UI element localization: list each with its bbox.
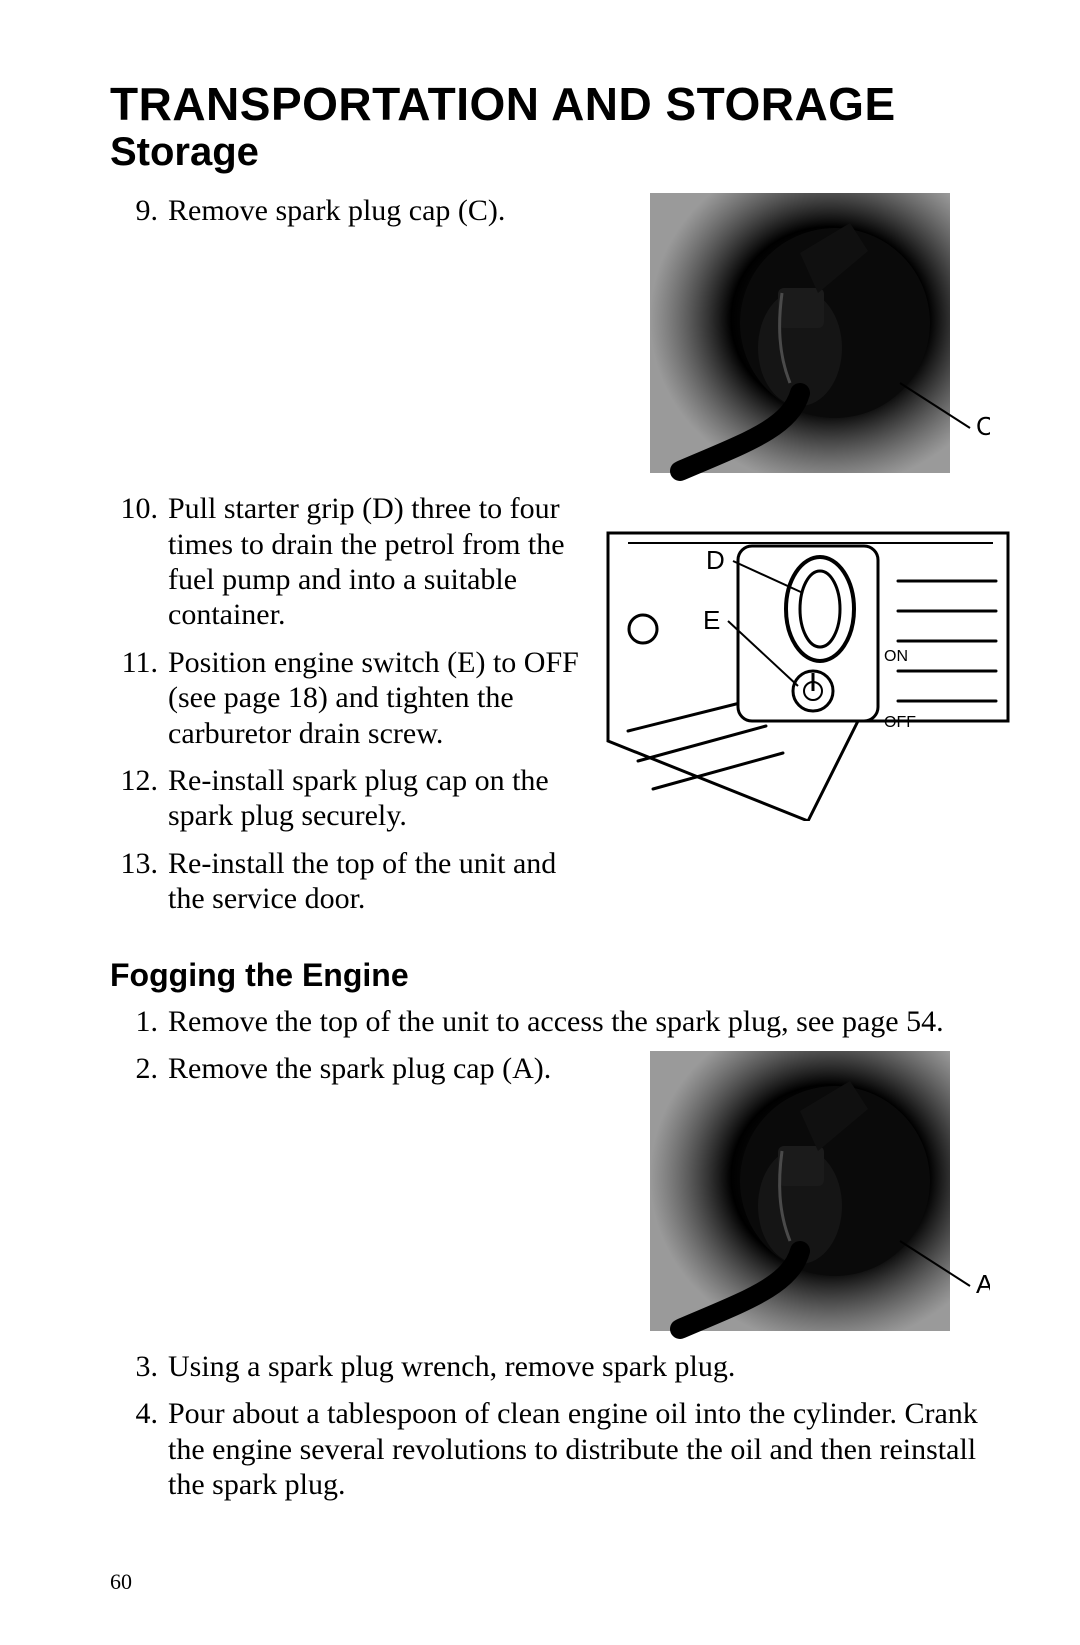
list-item: 10. Pull starter grip (D) three to four …	[110, 491, 580, 633]
list-number: 1.	[110, 1004, 158, 1039]
list-number: 12.	[110, 763, 158, 798]
section-title: TRANSPORTATION AND STORAGE	[110, 80, 990, 128]
list-item: 13. Re-install the top of the unit and t…	[110, 846, 580, 917]
figure-label-e: E	[703, 605, 720, 635]
list-number: 11.	[110, 645, 158, 680]
list-number: 9.	[110, 193, 158, 228]
list-number: 10.	[110, 491, 158, 526]
spark-plug-a-figure: A	[650, 1051, 990, 1341]
figure-label-c: C	[976, 411, 990, 441]
list-number: 13.	[110, 846, 158, 881]
figure-label-on: ON	[884, 648, 908, 665]
list-text: Position engine switch (E) to OFF (see p…	[168, 646, 579, 750]
list-item: 4. Pour about a tablespoon of clean engi…	[110, 1396, 990, 1502]
fogging-step-2-row: 2. Remove the spark plug cap (A).	[110, 1051, 990, 1341]
list-text: Remove the spark plug cap (A).	[168, 1052, 551, 1085]
list-number: 4.	[110, 1396, 158, 1431]
switch-panel-figure: D E ON OFF	[598, 491, 1018, 821]
figure-label-d: D	[706, 545, 725, 575]
list-text: Remove spark plug cap (C).	[168, 194, 505, 227]
page: TRANSPORTATION AND STORAGE Storage 9. Re…	[0, 0, 1080, 1645]
spark-plug-c-figure: C	[650, 193, 990, 483]
list-item: 1. Remove the top of the unit to access …	[110, 1004, 990, 1039]
list-text: Remove the top of the unit to access the…	[168, 1005, 944, 1038]
section-subtitle: Storage	[110, 130, 990, 175]
figure-label-a: A	[976, 1269, 990, 1299]
list-text: Pour about a tablespoon of clean engine …	[168, 1397, 978, 1501]
list-text: Re-install the top of the unit and the s…	[168, 847, 556, 915]
step-9-row: 9. Remove spark plug cap (C).	[110, 193, 990, 483]
list-item: 12. Re-install spark plug cap on the spa…	[110, 763, 580, 834]
figure-label-off: OFF	[884, 714, 916, 731]
page-number: 60	[110, 1569, 132, 1595]
list-item: 11. Position engine switch (E) to OFF (s…	[110, 645, 580, 751]
list-item: 9. Remove spark plug cap (C).	[110, 193, 580, 228]
list-number: 3.	[110, 1349, 158, 1384]
fogging-heading: Fogging the Engine	[110, 957, 990, 994]
steps-10-13-row: 10. Pull starter grip (D) three to four …	[110, 491, 990, 928]
list-text: Pull starter grip (D) three to four time…	[168, 492, 565, 631]
list-number: 2.	[110, 1051, 158, 1086]
list-text: Re-install spark plug cap on the spark p…	[168, 764, 549, 832]
list-text: Using a spark plug wrench, remove spark …	[168, 1350, 735, 1383]
list-item: 3. Using a spark plug wrench, remove spa…	[110, 1349, 990, 1384]
list-item: 2. Remove the spark plug cap (A).	[110, 1051, 580, 1086]
